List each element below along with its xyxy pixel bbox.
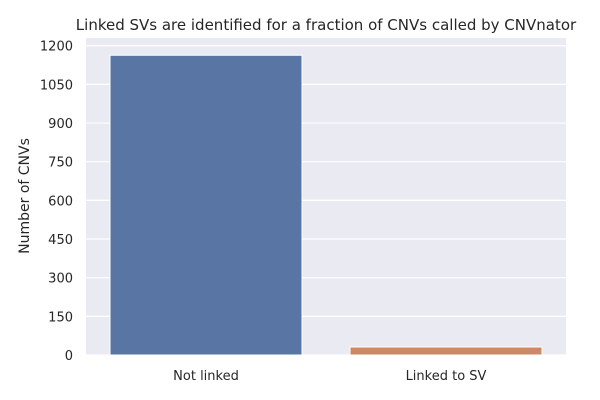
y-axis-label: Number of CNVs [17,138,33,254]
y-tick-label: 300 [48,272,73,287]
x-tick-labels: Not linked Linked to SV [173,369,486,384]
x-tick-label: Linked to SV [406,369,487,384]
y-tick-label: 1200 [40,40,73,55]
y-tick-label: 600 [48,194,73,209]
y-tick-label: 750 [48,156,73,171]
bar-linked-to-sv [349,346,543,356]
y-tick-label: 0 [65,349,73,364]
y-tick-label: 150 [48,310,73,325]
x-tick-label: Not linked [173,369,239,384]
bars [109,54,543,356]
bar-not-linked [109,54,303,356]
chart-title: Linked SVs are identified for a fraction… [76,16,577,34]
y-tick-label: 1050 [40,78,73,93]
y-tick-labels: 0 150 300 450 600 750 900 1050 1200 [40,40,73,364]
y-tick-label: 900 [48,117,73,132]
y-tick-label: 450 [48,233,73,248]
